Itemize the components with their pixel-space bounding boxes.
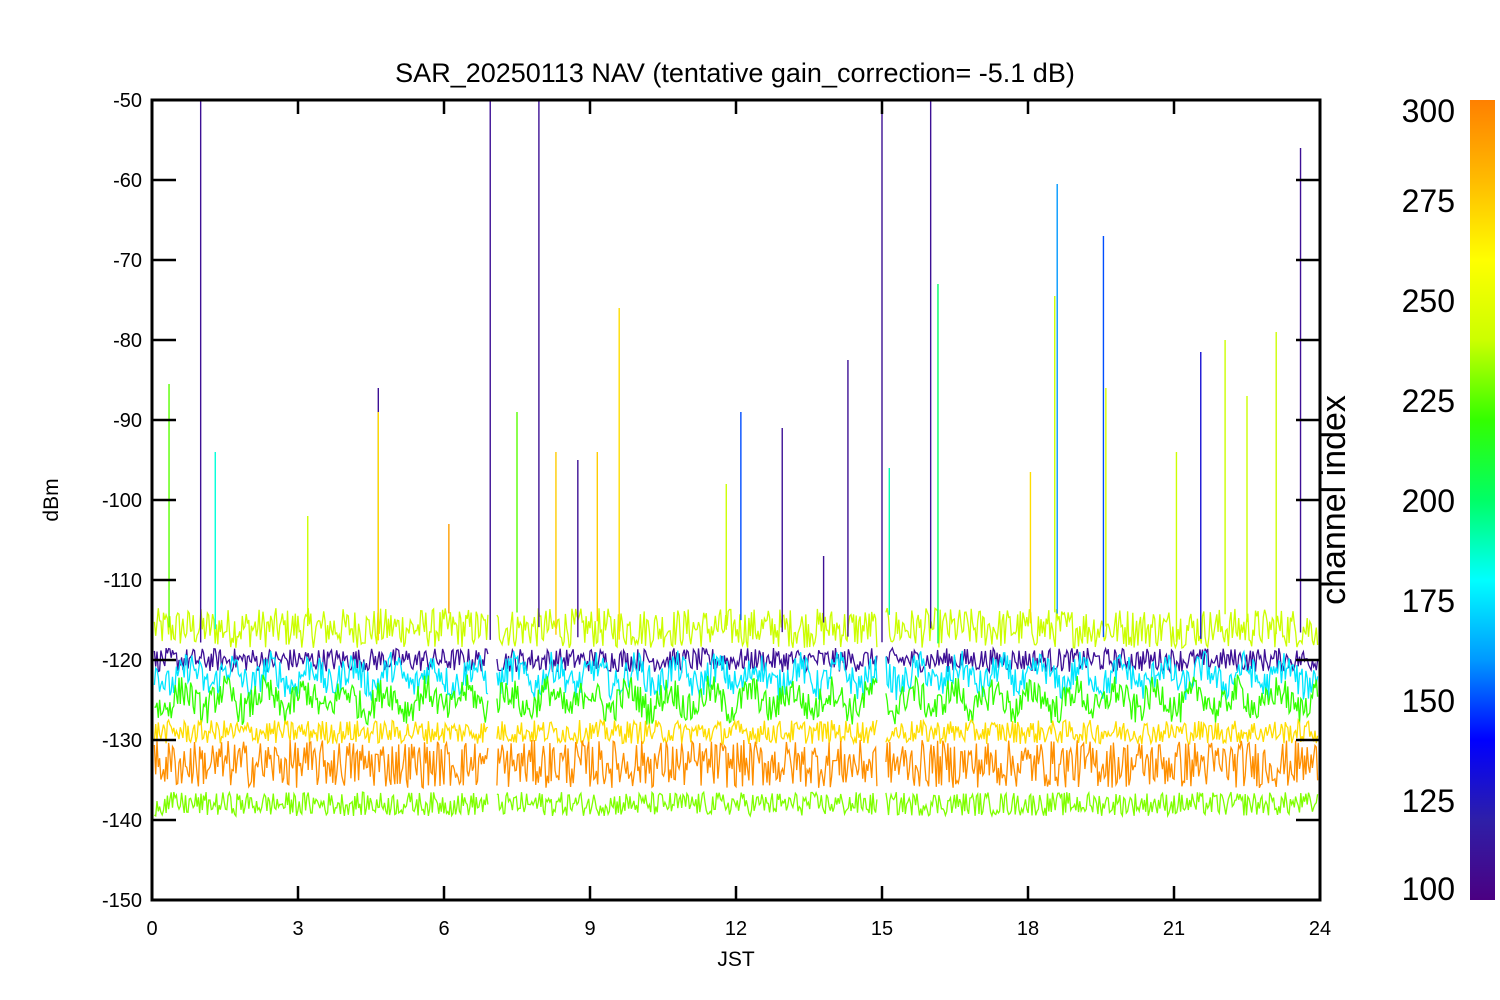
- x-tick-label: 21: [1163, 918, 1185, 940]
- band-series: [153, 739, 1319, 790]
- band-trace: [496, 739, 878, 789]
- colorbar-label: channel index: [1315, 395, 1353, 605]
- band-series: [153, 649, 1319, 702]
- y-tick-label: -140: [102, 810, 142, 832]
- colorbar-tick-label: 175: [1402, 583, 1455, 619]
- y-tick-label: -110: [103, 570, 142, 592]
- colorbar-tick-label: 300: [1402, 93, 1455, 129]
- band-trace: [885, 790, 1319, 819]
- y-tick-label: -60: [113, 170, 142, 192]
- band-series: [154, 674, 1319, 726]
- band-trace: [496, 650, 878, 702]
- band-trace: [153, 647, 489, 673]
- band-trace: [496, 790, 878, 818]
- y-tick-label: -150: [102, 890, 142, 912]
- band-trace: [154, 674, 489, 726]
- band-trace: [496, 647, 878, 675]
- colorbar-tick-label: 225: [1402, 383, 1455, 419]
- band-trace: [496, 608, 878, 649]
- x-axis: 0 3 6 9 12 15 18 21 24: [146, 100, 1331, 940]
- x-tick-label: 15: [871, 918, 893, 940]
- band-trace: [153, 607, 489, 648]
- x-tick-label: 18: [1017, 918, 1039, 940]
- band-trace: [496, 718, 878, 746]
- y-tick-label: -80: [113, 330, 142, 352]
- y-tick-label: -100: [102, 490, 142, 512]
- band-series: [153, 646, 1319, 675]
- band-trace: [154, 790, 489, 818]
- x-tick-label: 6: [438, 918, 449, 940]
- x-tick-label: 0: [146, 918, 157, 940]
- band-trace: [496, 675, 878, 725]
- y-tick-label: -90: [113, 410, 142, 432]
- chart-title: SAR_20250113 NAV (tentative gain_correct…: [395, 58, 1075, 88]
- band-trace: [885, 649, 1319, 701]
- colorbar-tick-label: 200: [1402, 483, 1455, 519]
- band-trace: [153, 651, 489, 701]
- band-trace: [885, 739, 1319, 789]
- x-tick-label: 12: [725, 918, 747, 940]
- x-tick-label: 3: [292, 918, 303, 940]
- x-axis-label: JST: [717, 948, 755, 971]
- band-trace: [885, 717, 1319, 746]
- band-trace: [885, 607, 1319, 650]
- y-tick-label: -130: [102, 730, 142, 752]
- band-series: [153, 607, 1319, 650]
- colorbar: [1470, 100, 1495, 900]
- colorbar-tick-label: 125: [1402, 783, 1455, 819]
- colorbar-tick-label: 250: [1402, 283, 1455, 319]
- colorbar-tick-label: 150: [1402, 683, 1455, 719]
- colorbar-tick-label: 275: [1402, 183, 1455, 219]
- band-trace: [153, 718, 489, 745]
- band-trace: [885, 674, 1319, 725]
- y-tick-label: -50: [113, 90, 142, 112]
- x-tick-label: 9: [584, 918, 595, 940]
- band-trace: [153, 740, 489, 790]
- colorbar-tick-label: 100: [1402, 871, 1455, 907]
- y-axis: -50 -60 -70 -80 -90 -100 -110 -120 -130 -140 -150: [102, 90, 1320, 912]
- y-axis-label: dBm: [40, 478, 63, 521]
- y-tick-label: -70: [113, 250, 142, 272]
- colorbar-ticks: 300 275 250 225 200 175 150 125 100: [1402, 93, 1455, 907]
- band-series: [154, 790, 1319, 819]
- band-series: [153, 717, 1319, 746]
- x-tick-label: 24: [1309, 918, 1331, 940]
- y-tick-label: -120: [102, 650, 142, 672]
- plot-area: [153, 100, 1319, 819]
